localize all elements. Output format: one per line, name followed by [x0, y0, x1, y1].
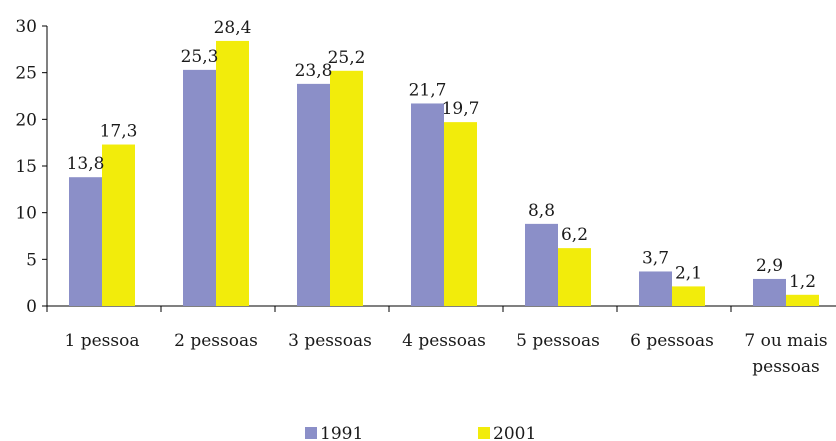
data-label-1991-2: 25,3	[181, 47, 219, 67]
bar-2001-7	[786, 294, 819, 306]
bar-1991-1	[69, 177, 102, 306]
legend-label-1991: 1991	[320, 424, 363, 441]
bar-1991-6	[639, 271, 672, 306]
data-label-1991-5: 8,8	[528, 201, 555, 221]
bar-2001-4	[444, 122, 477, 306]
data-label-2001-3: 25,2	[328, 48, 366, 68]
legend-swatch-2001	[478, 427, 490, 439]
bar-2001-1	[102, 144, 135, 306]
x-axis	[46, 305, 836, 312]
y-axis: 0 5 10 15 20 25 30	[15, 17, 48, 317]
y-tick-label: 5	[26, 250, 37, 270]
bar-1991-5	[525, 223, 558, 306]
category-label: 4 pessoas	[402, 331, 486, 351]
data-label-1991-4: 21,7	[409, 80, 447, 100]
bar-1991-7	[753, 278, 786, 306]
data-label-2001-7: 1,2	[789, 272, 816, 292]
data-label-2001-6: 2,1	[675, 263, 702, 283]
data-label-2001-1: 17,3	[100, 122, 138, 142]
category-label: 2 pessoas	[174, 331, 258, 351]
category-labels: 1 pessoa 2 pessoas 3 pessoas 4 pessoas 5 pes…	[65, 331, 828, 377]
category-label: 6 pessoas	[630, 331, 714, 351]
category-label: 1 pessoa	[65, 331, 140, 351]
data-label-1991-7: 2,9	[756, 256, 783, 276]
data-label-2001-2: 28,4	[214, 18, 252, 38]
data-label-2001-4: 19,7	[442, 99, 480, 119]
legend-label-2001: 2001	[493, 424, 536, 441]
bar-2001-3	[330, 70, 363, 306]
bar-2001-6	[672, 286, 705, 306]
y-tick-label: 0	[26, 297, 37, 317]
bar-1991-3	[297, 83, 330, 306]
data-label-1991-3: 23,8	[295, 61, 333, 81]
bars	[69, 40, 819, 306]
bar-1991-4	[411, 103, 444, 306]
bar-1991-2	[183, 69, 216, 306]
category-label: 5 pessoas	[516, 331, 600, 351]
category-label: 3 pessoas	[288, 331, 372, 351]
bar-2001-5	[558, 248, 591, 306]
data-label-2001-5: 6,2	[561, 225, 588, 245]
legend: 1991 2001	[305, 424, 536, 441]
y-tick-label: 25	[15, 64, 37, 84]
legend-swatch-1991	[305, 427, 317, 439]
y-tick-label: 30	[15, 17, 37, 37]
data-labels: 13,8 17,3 25,3 28,4 23,825,2 21,719,7 8,8 6,2 3,…	[67, 18, 816, 292]
y-tick-label: 20	[15, 110, 37, 130]
bar-2001-2	[216, 40, 249, 306]
y-tick-label: 15	[15, 157, 37, 177]
y-tick-label: 10	[15, 204, 37, 224]
data-label-1991-6: 3,7	[642, 248, 669, 268]
category-label: 7 ou mais	[744, 331, 827, 351]
data-label-1991-1: 13,8	[67, 154, 105, 174]
category-label: pessoas	[752, 357, 820, 377]
